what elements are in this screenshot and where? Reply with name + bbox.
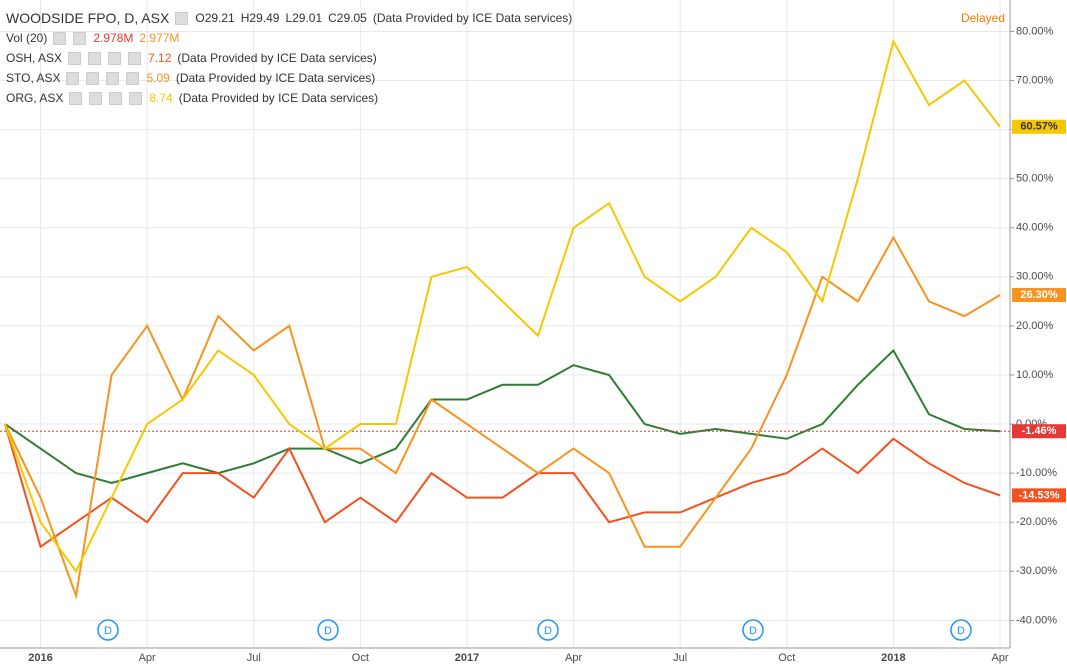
source: (Data Provided by ICE Data services) [175,71,376,85]
last-value-badge [1012,424,1066,439]
button[interactable] [175,11,189,25]
last-value-badge [1012,287,1066,302]
event-marker [742,619,764,641]
y-tick-label: -20.00% [1016,516,1057,528]
ohlc: O29.21 [195,11,235,25]
last-value-label: 26.30% [1020,289,1058,301]
last-value-label: 60.57% [1020,121,1058,133]
source: (Data Provided by ICE Data services) [177,51,377,65]
event-label: D [957,625,965,637]
x-tick-label: Apr [565,652,582,664]
y-tick-label: 20.00% [1016,320,1054,332]
series-line [4,423,1001,549]
source: (Data Provided by ICE Data services) [178,91,379,105]
volume-value: 2.978M [93,31,134,45]
legend-row: ORG, ASX 8.74 (Data Provided by ICE Data s… [6,88,572,108]
event-label: D [324,625,332,637]
y-tick-label: 50.00% [1016,173,1054,185]
legend-value: 5.09 [146,71,170,85]
button[interactable] [108,51,122,65]
x-tick-label: 2018 [881,652,905,664]
button[interactable] [109,91,123,105]
last-value-badge [1012,119,1066,134]
button[interactable] [126,71,140,85]
event-marker [537,619,559,641]
button[interactable] [106,71,120,85]
y-tick-label: -30.00% [1016,565,1057,577]
legend-name[interactable]: STO, ASX [6,71,61,85]
x-tick-label: Jul [673,652,687,664]
legend-value: 8.74 [149,91,173,105]
last-value-badge [1012,488,1066,503]
x-tick-label: Oct [352,652,369,664]
button[interactable] [66,71,80,85]
y-tick-label: 10.00% [1016,369,1054,381]
x-tick-label: 2016 [28,652,52,664]
y-tick-label: 70.00% [1016,74,1054,86]
legend-name[interactable]: ORG, ASX [6,91,64,105]
delayed-status: Delayed [960,11,1005,25]
x-tick-label: Oct [778,652,795,664]
x-tick-label: Apr [139,652,156,664]
y-tick-label: 40.00% [1016,222,1054,234]
button[interactable] [88,51,102,65]
legend-name[interactable]: OSH, ASX [6,51,63,65]
ohlc: C29.05 [328,11,367,25]
source: (Data Provided by ICE Data services) [372,11,573,25]
button[interactable] [69,91,83,105]
event-label: D [749,625,757,637]
y-tick-label: 30.00% [1016,271,1054,283]
series-line [4,38,1001,574]
x-tick-label: Jul [247,652,261,664]
button[interactable] [129,91,143,105]
button[interactable] [128,51,142,65]
legend-value: 7.12 [148,51,172,65]
event-marker [97,619,119,641]
y-tick-label: -40.00% [1016,614,1057,626]
legend-main: WOODSIDE FPO, D, ASX O29.21 H29.49 L29.0… [6,8,572,28]
symbol-title[interactable]: WOODSIDE FPO, D, ASX [6,10,170,26]
last-value-label: -1.46% [1022,425,1057,437]
y-tick-label: 80.00% [1016,25,1054,37]
event-marker [950,619,972,641]
button[interactable] [68,51,82,65]
button[interactable] [73,31,87,45]
series-line [4,348,1001,484]
event-marker [317,619,339,641]
event-label: D [104,625,112,637]
last-value-label: -14.53% [1019,489,1060,501]
x-tick-label: Apr [991,652,1008,664]
y-tick-label: -10.00% [1016,467,1057,479]
legend: WOODSIDE FPO, D, ASX O29.21 H29.49 L29.0… [6,8,572,108]
ohlc: L29.01 [285,11,323,25]
button[interactable] [89,91,103,105]
event-label: D [544,625,552,637]
x-tick-label: 2017 [455,652,479,664]
button[interactable] [53,31,67,45]
ohlc: H29.49 [240,11,280,25]
volume-value: 2.977M [139,31,180,45]
legend-row: OSH, ASX 7.12 (Data Provided by ICE Data s… [6,48,572,68]
legend-row: STO, ASX 5.09 (Data Provided by ICE Data s… [6,68,572,88]
button[interactable] [86,71,100,85]
legend-volume: Vol (20) 2.978M 2.977M [6,28,572,48]
volume-name[interactable]: Vol (20) [6,31,48,45]
series-line [4,235,1001,600]
